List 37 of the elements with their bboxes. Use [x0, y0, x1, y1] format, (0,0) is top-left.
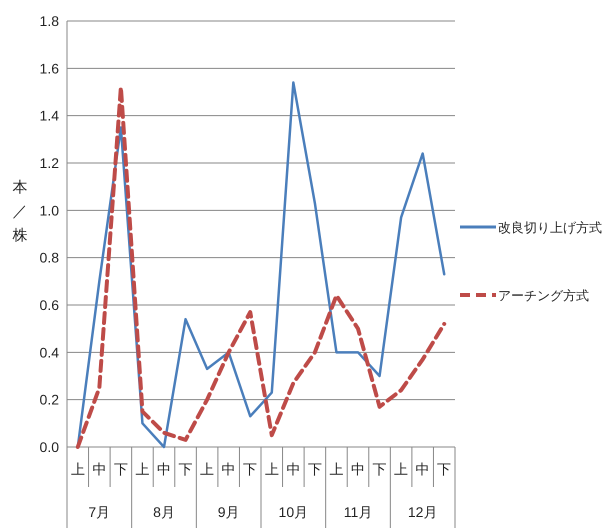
x-tick-label: 下: [243, 461, 258, 477]
text: 11月: [344, 504, 372, 520]
x-tick-label: 中: [222, 461, 236, 477]
y-tick-label: 1.4: [40, 108, 60, 124]
y-tick-label: 0.0: [40, 439, 60, 455]
y-tick-label: 0.2: [40, 392, 60, 408]
y-tick-label: 0.8: [40, 250, 60, 266]
x-tick-label: 上: [135, 461, 150, 477]
x-tick-label: 下: [437, 461, 452, 477]
y-tick-label: 0.6: [40, 297, 60, 313]
text: 9月: [218, 504, 240, 520]
legend-label: 改良切り上げ方式: [498, 220, 602, 235]
text: 8月: [153, 504, 175, 520]
x-tick-label: 中: [351, 461, 365, 477]
x-tick-label: 中: [92, 461, 106, 477]
x-tick-label: 上: [264, 461, 279, 477]
x-tick-label: 中: [416, 461, 430, 477]
y-tick-label: 0.4: [40, 344, 60, 360]
y-axis-title: 本／株: [12, 179, 28, 244]
x-tick-label: 上: [70, 461, 85, 477]
x-tick-label: 上: [200, 461, 214, 477]
x-tick-label: 上: [394, 461, 408, 477]
y-tick-label: 1.2: [40, 155, 60, 171]
y-tick-label: 1.6: [40, 60, 60, 76]
y-tick-label: 1.8: [40, 13, 60, 29]
x-tick-label: 下: [372, 461, 387, 477]
x-tick-label: 下: [178, 461, 193, 477]
x-tick-label: 中: [157, 461, 171, 477]
text: 12月: [408, 504, 438, 520]
text: 7月: [88, 504, 110, 520]
x-tick-label: 中: [286, 461, 300, 477]
legend-label: アーチング方式: [498, 288, 589, 303]
x-tick-label: 下: [308, 461, 322, 477]
y-tick-label: 1.0: [40, 202, 60, 218]
x-tick-label: 下: [114, 461, 128, 477]
x-tick-label: 上: [329, 461, 344, 477]
text: 10月: [278, 504, 308, 520]
